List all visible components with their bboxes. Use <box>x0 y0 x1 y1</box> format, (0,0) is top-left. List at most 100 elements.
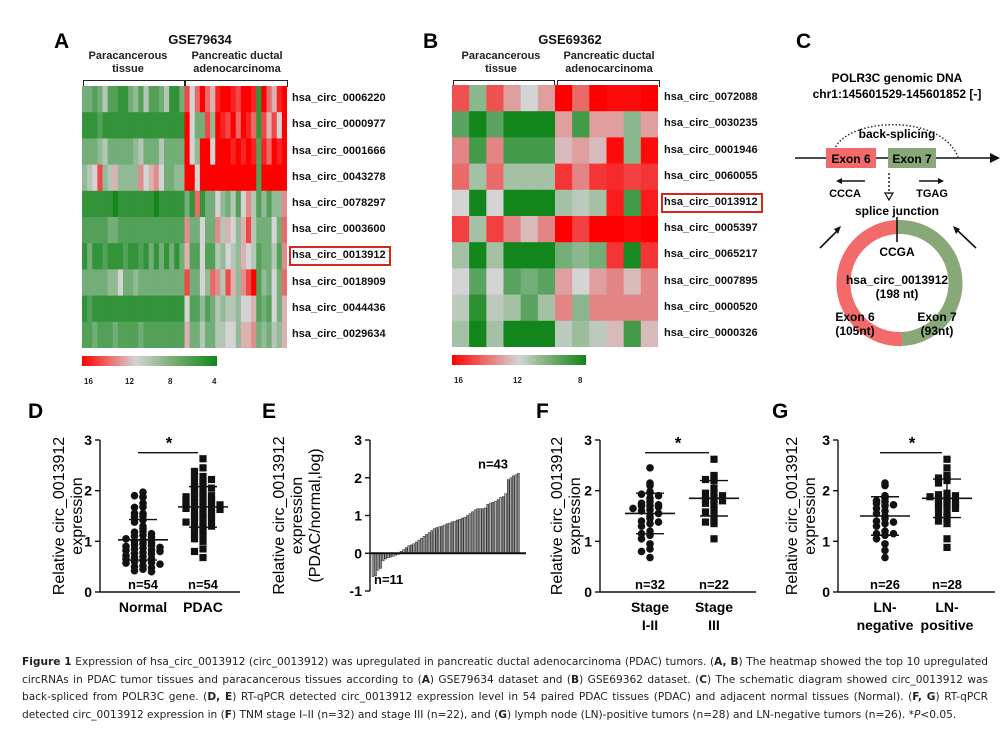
heatmap-cell <box>606 163 625 191</box>
caption-segment: Expression of hsa_circ_0013912 (circ_001… <box>71 656 715 668</box>
heatmap-cell <box>555 189 573 217</box>
heatmap-cell <box>256 243 262 270</box>
heatmap-b-bracket-right <box>557 80 660 87</box>
panel-letter-b: B <box>423 30 439 53</box>
heatmap-cell <box>215 86 221 113</box>
heatmap-cell <box>281 86 287 113</box>
bar <box>471 511 474 554</box>
chart-e: -1 0 1 2 3 Relative circ_0013912 expression (PD… <box>271 432 526 599</box>
heatmap-cell <box>537 189 556 217</box>
heatmap-cell <box>148 217 155 244</box>
heatmap-cell <box>107 295 114 323</box>
heatmap-cell <box>164 138 170 166</box>
heatmap-cell <box>486 268 504 296</box>
heatmap-cell <box>174 86 180 113</box>
heatmap-cell <box>520 294 539 322</box>
heatmap-cell <box>452 163 470 191</box>
data-point <box>951 504 960 512</box>
heatmap-cell <box>235 86 242 113</box>
heatmap-cell <box>210 164 216 192</box>
exon7-box <box>888 148 936 168</box>
heatmap-cell <box>210 138 216 166</box>
heatmap-cell <box>572 294 590 322</box>
heatmap-a-title: GSE79634 <box>168 32 232 47</box>
heatmap-cell <box>486 294 504 322</box>
data-point <box>130 566 139 575</box>
heatmap-cell <box>623 216 642 243</box>
y-tick-label: 1 <box>84 533 92 549</box>
heatmap-cell <box>235 112 242 139</box>
heatmap-cell <box>153 138 160 166</box>
heatmap-cell <box>112 86 119 113</box>
heatmap-cell <box>469 216 487 243</box>
data-point <box>139 503 147 511</box>
bar <box>407 545 410 554</box>
data-point <box>951 492 960 500</box>
gene-label: hsa_circ_0060055 <box>664 169 758 182</box>
heatmap-cell <box>256 217 262 244</box>
heatmap-cell <box>117 164 124 192</box>
heatmap-cell <box>205 138 211 166</box>
data-point <box>139 565 147 573</box>
heatmap-cell <box>194 269 201 297</box>
caption-segment: ) The heatmap showed the top 10 upregula… <box>22 656 988 686</box>
heatmap-cell <box>256 112 262 139</box>
heatmap-cell <box>92 164 98 192</box>
n-label: n=54 <box>128 577 159 592</box>
y-axis-label: expression <box>567 477 584 554</box>
heatmap-cell <box>138 190 144 218</box>
heatmap-cell <box>520 163 539 191</box>
heatmap-cell <box>246 112 252 139</box>
data-point <box>199 480 207 489</box>
data-point <box>207 513 216 521</box>
heatmap-cell <box>87 321 93 348</box>
data-point <box>199 464 207 472</box>
exon6-box <box>826 148 876 168</box>
data-point <box>881 553 889 562</box>
data-point <box>199 537 207 545</box>
x-category-label: negative <box>857 617 914 633</box>
heatmap-cell <box>210 295 216 323</box>
heatmap-cell <box>133 112 139 139</box>
bar <box>514 474 518 554</box>
bar <box>445 523 449 554</box>
data-point <box>646 553 654 562</box>
genomic-arrowhead-icon <box>990 153 1000 163</box>
data-point <box>190 499 199 507</box>
data-point <box>701 489 710 497</box>
data-point <box>718 492 727 500</box>
bar <box>481 508 484 554</box>
heatmap-cell <box>205 295 211 323</box>
heatmap-cell <box>220 295 226 323</box>
bar <box>504 493 507 554</box>
y-axis-label: expression <box>289 477 306 554</box>
heatmap-a-group-right: Pancreatic ductal adenocarcinoma <box>180 50 294 76</box>
heatmap-cell <box>266 243 273 270</box>
n-label: n=32 <box>635 577 665 592</box>
data-point <box>207 517 216 525</box>
heatmap-cell <box>606 189 625 217</box>
data-point <box>156 560 164 568</box>
heatmap-cell <box>555 268 573 296</box>
heatmap-cell <box>606 137 625 165</box>
data-point <box>190 495 199 503</box>
heatmap-cell <box>537 320 556 347</box>
bar <box>376 553 380 571</box>
bar <box>438 526 441 554</box>
heatmap-cell <box>133 295 139 323</box>
data-point <box>190 547 199 556</box>
heatmap-cell <box>469 294 487 322</box>
heatmap-cell <box>276 295 283 323</box>
heatmap-cell <box>153 269 160 297</box>
panel-letter-g: G <box>772 400 789 423</box>
bar <box>486 503 490 554</box>
heatmap-cell <box>82 269 88 297</box>
x-category-label: LN- <box>935 599 959 615</box>
data-point <box>207 475 216 484</box>
bar <box>427 532 431 554</box>
heatmap-cell <box>128 321 134 348</box>
heatmap-cell <box>194 243 201 270</box>
heatmap-cell <box>640 85 658 112</box>
heatmap-cell <box>640 294 658 322</box>
heatmap-cell <box>210 112 216 139</box>
